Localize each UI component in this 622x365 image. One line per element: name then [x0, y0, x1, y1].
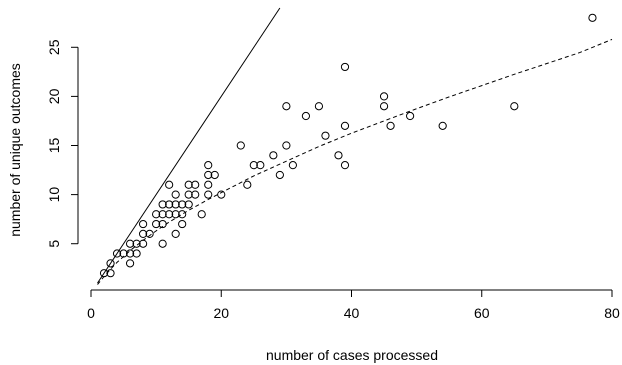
data-point — [158, 200, 167, 209]
data-point — [139, 239, 148, 248]
x-axis: 0 20 40 60 80 — [87, 289, 620, 321]
data-point — [236, 141, 245, 150]
y-axis-title: number of unique outcomes — [7, 63, 23, 237]
data-point — [165, 210, 174, 219]
fitted-curve — [97, 38, 613, 285]
data-point — [139, 229, 148, 238]
data-point — [340, 121, 350, 130]
data-point — [204, 190, 213, 199]
data-point — [334, 151, 343, 160]
data-point — [510, 102, 519, 111]
data-point — [191, 190, 200, 199]
data-point — [171, 200, 180, 209]
data-point — [340, 62, 350, 72]
fitted-curve-layer — [97, 38, 613, 285]
data-point — [152, 210, 161, 219]
data-point — [217, 190, 226, 199]
y-tick-label: 20 — [46, 88, 62, 104]
data-point — [256, 161, 265, 170]
data-point — [106, 259, 115, 268]
data-point — [406, 111, 415, 121]
data-point — [119, 249, 128, 258]
y-tick-label: 10 — [46, 187, 62, 203]
data-point — [301, 111, 311, 121]
data-point — [132, 249, 141, 258]
x-tick-label: 40 — [344, 305, 360, 321]
data-point — [204, 161, 213, 170]
data-point — [314, 102, 324, 111]
data-point — [158, 239, 167, 248]
data-point — [379, 102, 389, 111]
data-point — [152, 219, 161, 229]
data-point — [158, 219, 167, 229]
data-point — [275, 170, 284, 180]
data-point — [249, 161, 258, 170]
data-point — [269, 151, 278, 160]
data-point — [139, 219, 148, 229]
data-point — [106, 269, 115, 278]
x-tick-label: 20 — [213, 305, 229, 321]
data-point — [197, 210, 206, 219]
data-point — [379, 92, 389, 101]
data-point — [184, 180, 193, 189]
data-point — [171, 210, 180, 219]
identity-line — [97, 7, 281, 284]
y-tick-label: 15 — [46, 138, 62, 154]
data-points — [99, 13, 597, 278]
data-point — [204, 180, 213, 189]
data-point — [171, 190, 180, 199]
x-tick-label: 0 — [87, 305, 95, 321]
data-point — [178, 219, 187, 229]
data-point — [321, 131, 330, 140]
y-tick-label: 25 — [46, 39, 62, 55]
identity-line-layer — [97, 7, 281, 284]
data-point — [112, 249, 122, 258]
data-point — [99, 269, 109, 278]
data-point — [438, 121, 447, 130]
data-point — [178, 210, 187, 219]
data-point — [386, 121, 395, 130]
data-point — [282, 102, 291, 111]
data-point — [158, 210, 167, 219]
data-point — [243, 180, 252, 189]
data-point — [282, 141, 291, 150]
data-point — [204, 170, 213, 180]
data-point — [210, 170, 219, 180]
data-point — [125, 239, 135, 248]
data-point — [184, 200, 193, 209]
data-point — [588, 13, 597, 22]
data-point — [184, 190, 193, 199]
data-point — [165, 180, 174, 189]
y-axis: 5 10 15 20 25 — [46, 39, 79, 248]
data-point — [171, 229, 180, 238]
data-point — [132, 239, 141, 248]
data-point — [125, 259, 135, 268]
data-point — [191, 180, 200, 189]
data-point — [288, 161, 297, 170]
x-tick-label: 80 — [604, 305, 620, 321]
data-point — [165, 200, 174, 209]
x-axis-title: number of cases processed — [266, 347, 438, 363]
x-tick-label: 60 — [474, 305, 490, 321]
data-point — [145, 229, 154, 238]
data-point — [340, 161, 350, 170]
data-point — [178, 200, 187, 209]
y-tick-label: 5 — [46, 240, 62, 248]
data-point — [125, 249, 135, 258]
